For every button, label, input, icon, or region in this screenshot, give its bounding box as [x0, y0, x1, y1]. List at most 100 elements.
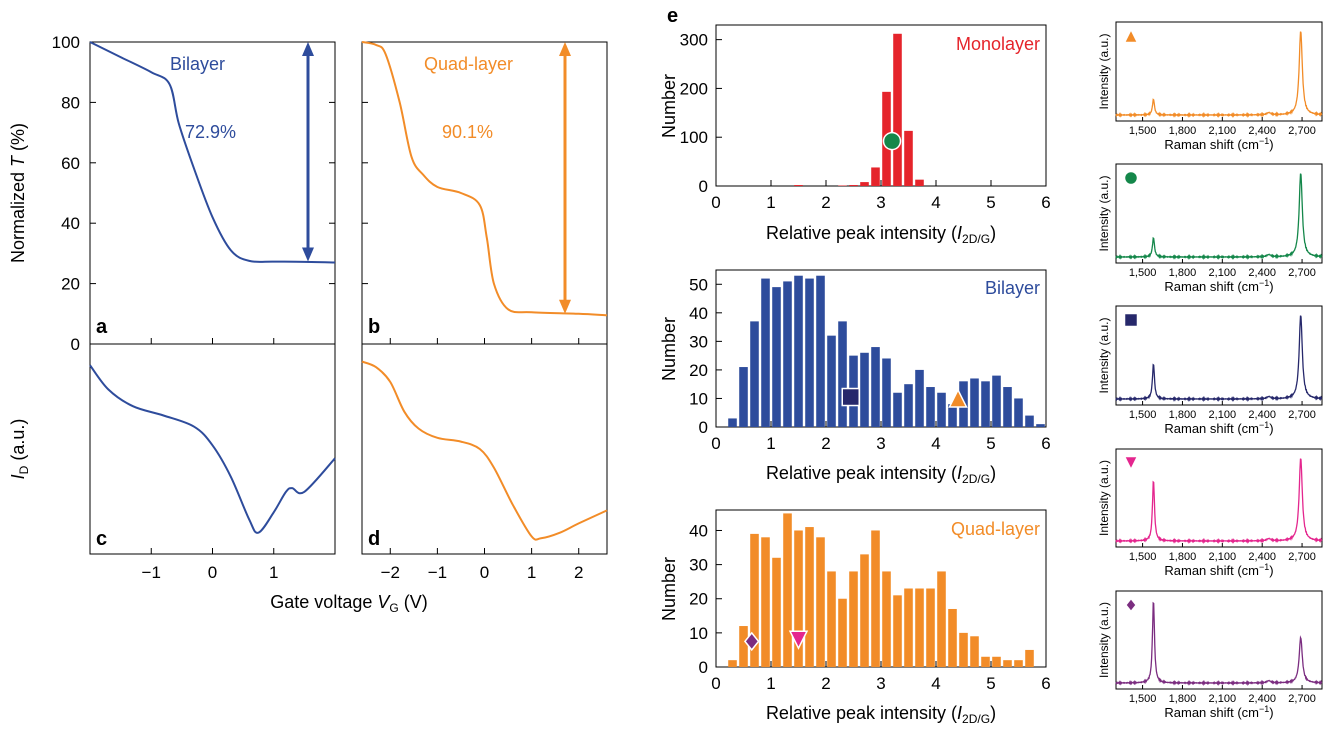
- x-tick-label-bi: 0: [711, 434, 720, 453]
- hist-quad-xlabel: Relative peak intensity (I2D/G): [766, 703, 996, 726]
- y-tick-label-mono: 0: [699, 177, 708, 196]
- raman-xlabel: Raman shift (cm−1): [1164, 562, 1273, 578]
- x-tick-label-c: 0: [208, 563, 217, 582]
- bar-quad: [827, 571, 836, 667]
- raman-ylabel: Intensity (a.u.): [1097, 317, 1111, 393]
- raman-frame: [1115, 448, 1323, 548]
- raman-xlabel-close: ): [1269, 705, 1273, 720]
- arrow-quad-head-bottom: [559, 299, 571, 314]
- bar-mono: [893, 33, 902, 187]
- raman-ylabel: Intensity (a.u.): [1097, 602, 1111, 678]
- panel-b-label: Quad-layer: [424, 54, 513, 74]
- y-tick-label-quad: 30: [689, 556, 708, 575]
- curve-bilayer-T: [89, 41, 336, 264]
- raman-xlabel-main: Raman shift (cm: [1164, 705, 1259, 720]
- raman-frame: [1115, 590, 1323, 690]
- bar-quad: [849, 571, 858, 667]
- raman-xlabel-close: ): [1269, 137, 1273, 152]
- left-curves: [89, 41, 608, 541]
- raman-panel-triangle-up: 1,500 1,800 2,100 2,400 2,700 Intensity (a.u.…: [1097, 21, 1323, 152]
- x-tick-label-bi: 6: [1041, 434, 1050, 453]
- raman-line: [1115, 31, 1323, 119]
- bar-bi: [1003, 387, 1012, 427]
- bar-mono: [794, 185, 803, 186]
- marker-triangle-down: [788, 630, 809, 650]
- bar-quad: [1003, 660, 1012, 667]
- y-tick-label: 80: [61, 93, 80, 112]
- x-tick-label-d: 1: [527, 563, 536, 582]
- raman-xlabel-main: Raman shift (cm: [1164, 137, 1259, 152]
- arrow-quad: [559, 42, 571, 314]
- raman-xlabel-main: Raman shift (cm: [1164, 279, 1259, 294]
- x-tick-label-c: 1: [269, 563, 278, 582]
- raman-x-tick-label: 2,100: [1209, 125, 1237, 137]
- raman-x-tick-label: 2,400: [1248, 409, 1276, 421]
- panel-b-annotation: 90.1%: [442, 122, 493, 142]
- y-tick-label: 40: [61, 214, 80, 233]
- x-tick-label-c: −1: [142, 563, 161, 582]
- bar-quad: [926, 588, 935, 667]
- y-tick-label-bi: 40: [689, 304, 708, 323]
- hist-bars: [728, 33, 1045, 667]
- marker-triangle-up: [948, 388, 968, 408]
- raman-panel-diamond: 1,500 1,800 2,100 2,400 2,700 Intensity (a.u.…: [1097, 590, 1323, 720]
- raman-x-tick-label: 1,500: [1129, 693, 1157, 705]
- x-axis-title-gate: Gate voltage VG (V): [270, 592, 427, 615]
- raman-xlabel: Raman shift (cm−1): [1164, 278, 1273, 294]
- raman-panel-triangle-down: 1,500 1,800 2,100 2,400 2,700 Intensity (a.u.…: [1097, 448, 1323, 578]
- raman-x-tick-label: 2,400: [1248, 551, 1276, 563]
- y-tick-label: 100: [52, 33, 80, 52]
- bar-mono: [860, 182, 869, 186]
- bar-quad: [739, 626, 748, 667]
- raman-x-tick-label: 2,700: [1288, 267, 1316, 279]
- raman-x-tick-label: 2,100: [1209, 409, 1237, 421]
- bar-bi: [860, 352, 869, 427]
- raman-x-tick-label: 1,800: [1169, 125, 1197, 137]
- raman-xlabel-close: ): [1269, 279, 1273, 294]
- panel-a-annotation: 72.9%: [185, 122, 236, 142]
- bar-bi: [981, 381, 990, 427]
- x-tick-label-bi: 3: [876, 434, 885, 453]
- y-tick-label-bi: 50: [689, 275, 708, 294]
- raman-xlabel: Raman shift (cm−1): [1164, 704, 1273, 720]
- bar-mono: [915, 179, 924, 186]
- y-tick-label-mono: 200: [680, 79, 708, 98]
- bar-bi: [739, 367, 748, 427]
- x-tick-label-quad: 5: [986, 674, 995, 693]
- bar-quad: [860, 554, 869, 667]
- raman-xlabel-main: Raman shift (cm: [1164, 421, 1259, 436]
- raman-x-tick-label: 2,100: [1209, 693, 1237, 705]
- raman-xlabel-sup: −1: [1259, 562, 1269, 572]
- bar-quad: [937, 571, 946, 667]
- hist-mono-label: Monolayer: [956, 34, 1040, 54]
- x-tick-label-quad: 6: [1041, 674, 1050, 693]
- raman-marker-circle: [1123, 170, 1139, 186]
- marker-diamond: [743, 631, 760, 652]
- bar-quad: [783, 513, 792, 667]
- raman-panel-circle: 1,500 1,800 2,100 2,400 2,700 Intensity (a.u.…: [1097, 163, 1323, 294]
- raman-x-tick-label: 2,700: [1288, 551, 1316, 563]
- bar-quad: [1014, 660, 1023, 667]
- panel-a-frame: [89, 41, 336, 345]
- bar-bi: [794, 275, 803, 427]
- left-arrows: [302, 42, 571, 314]
- panel-c-frame: [89, 343, 336, 555]
- marker-circle: [882, 131, 902, 151]
- x-tick-label-d: 0: [480, 563, 489, 582]
- x-tick-label-quad: 2: [821, 674, 830, 693]
- x-tick-label-bi: 5: [986, 434, 995, 453]
- bar-bi: [838, 321, 847, 427]
- bar-bi: [882, 358, 891, 427]
- raman-x-tick-label: 2,400: [1248, 693, 1276, 705]
- x-tick-label-quad: 0: [711, 674, 720, 693]
- raman-x-tick-label: 1,500: [1129, 125, 1157, 137]
- bar-bi: [783, 281, 792, 427]
- x-tick-label-mono: 5: [986, 193, 995, 212]
- hist-quad-ylabel: Number: [659, 557, 679, 621]
- y-tick-label-mono: 300: [680, 31, 708, 50]
- raman-x-tick-label: 1,800: [1169, 693, 1197, 705]
- bar-bi: [1036, 424, 1045, 427]
- x-tick-label-mono: 3: [876, 193, 885, 212]
